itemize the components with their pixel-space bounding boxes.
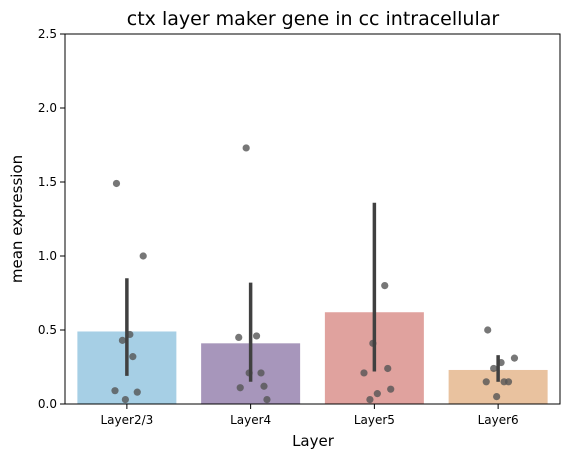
x-tick-label: Layer4 xyxy=(230,413,271,427)
data-point xyxy=(236,384,244,392)
x-tick-label: Layer5 xyxy=(354,413,395,427)
x-tick-label: Layer2/3 xyxy=(100,413,153,427)
data-point xyxy=(118,336,127,344)
data-point xyxy=(257,369,265,377)
y-tick-label: 0.5 xyxy=(38,323,57,337)
data-point xyxy=(242,144,250,152)
data-point xyxy=(121,395,129,404)
axes-frame xyxy=(64,33,561,405)
data-point xyxy=(387,385,395,393)
data-point xyxy=(490,364,498,373)
data-point xyxy=(484,326,492,334)
data-point xyxy=(482,378,490,386)
y-tick-label: 0.0 xyxy=(38,397,57,411)
plot-area: 0.0 0.5 1.0 1.5 2.0 2.5 Layer2/3 Layer4 Layer5 La… xyxy=(38,27,561,427)
data-point xyxy=(381,282,389,290)
data-point xyxy=(235,333,243,341)
data-point xyxy=(373,390,381,398)
data-point xyxy=(510,354,519,362)
data-point xyxy=(260,382,268,390)
x-tick-label: Layer6 xyxy=(478,413,519,427)
data-point xyxy=(111,387,119,395)
y-tick-label: 2.5 xyxy=(38,27,57,41)
y-axis-label: mean expression xyxy=(8,155,26,283)
data-point xyxy=(263,395,271,404)
data-point xyxy=(252,332,261,340)
chart-title: ctx layer maker gene in cc intracellular xyxy=(127,8,500,30)
data-point xyxy=(493,393,501,401)
data-point xyxy=(366,395,374,404)
y-tick-label: 1.0 xyxy=(38,249,57,263)
y-tick-label: 1.5 xyxy=(38,175,57,189)
data-point xyxy=(129,353,137,361)
x-axis-label: Layer xyxy=(292,432,335,450)
y-tick-label: 2.0 xyxy=(38,101,57,115)
data-point xyxy=(139,252,147,260)
data-point xyxy=(384,364,392,373)
data-point xyxy=(133,388,141,396)
data-point xyxy=(504,378,513,386)
data-point xyxy=(112,179,121,188)
data-point xyxy=(360,369,368,377)
